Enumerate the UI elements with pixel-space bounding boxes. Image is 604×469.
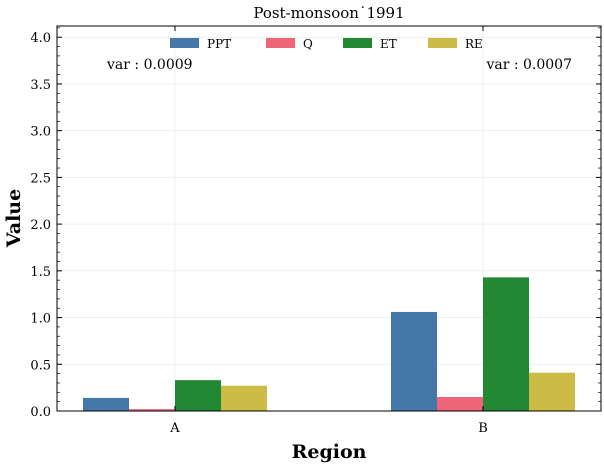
legend-label-q: Q [303,37,313,51]
y-tick-label: 1.0 [30,312,51,327]
y-tick-label: 4.0 [30,31,51,46]
bar-re-a [221,385,267,411]
y-tick-label: 0.5 [30,358,51,373]
bar-ppt-b [391,311,437,411]
legend: PPT Q ET RE [170,37,483,51]
y-tick-label: 0.0 [30,405,51,420]
legend-swatch-ppt [170,38,199,48]
bar-re-b [529,372,575,411]
y-tick-label: 1.5 [30,265,51,280]
grid [57,26,601,412]
legend-label-ppt: PPT [207,37,231,51]
x-tick-label: A [169,421,180,436]
x-axis-label: Region [292,441,367,463]
legend-label-re: RE [465,37,483,51]
annotation-b: var : 0.0007 [485,57,572,73]
chart-title: Post-monsoon˙1991 [253,4,404,22]
legend-swatch-q [266,38,295,48]
y-axis: 0.0 0.5 1.0 1.5 2.0 2.5 3.0 3.5 4.0 [30,27,601,420]
plot-frame [56,25,602,412]
legend-label-et: ET [380,37,397,51]
y-axis-label: Value [3,189,25,248]
bar-ppt-a [83,397,129,411]
x-tick-label: B [478,421,488,436]
annotation-a: var : 0.0009 [106,57,193,73]
y-tick-label: 2.5 [30,171,51,186]
bar-et-a [175,380,221,411]
y-tick-label: 3.5 [30,78,51,93]
bar-et-b [483,277,529,411]
y-tick-label: 3.0 [30,125,51,140]
legend-swatch-re [428,38,457,48]
bar-q-b [437,396,483,411]
bars [83,277,575,411]
y-tick-label: 2.0 [30,218,51,233]
legend-swatch-et [343,38,372,48]
bar-q-a [129,409,175,411]
